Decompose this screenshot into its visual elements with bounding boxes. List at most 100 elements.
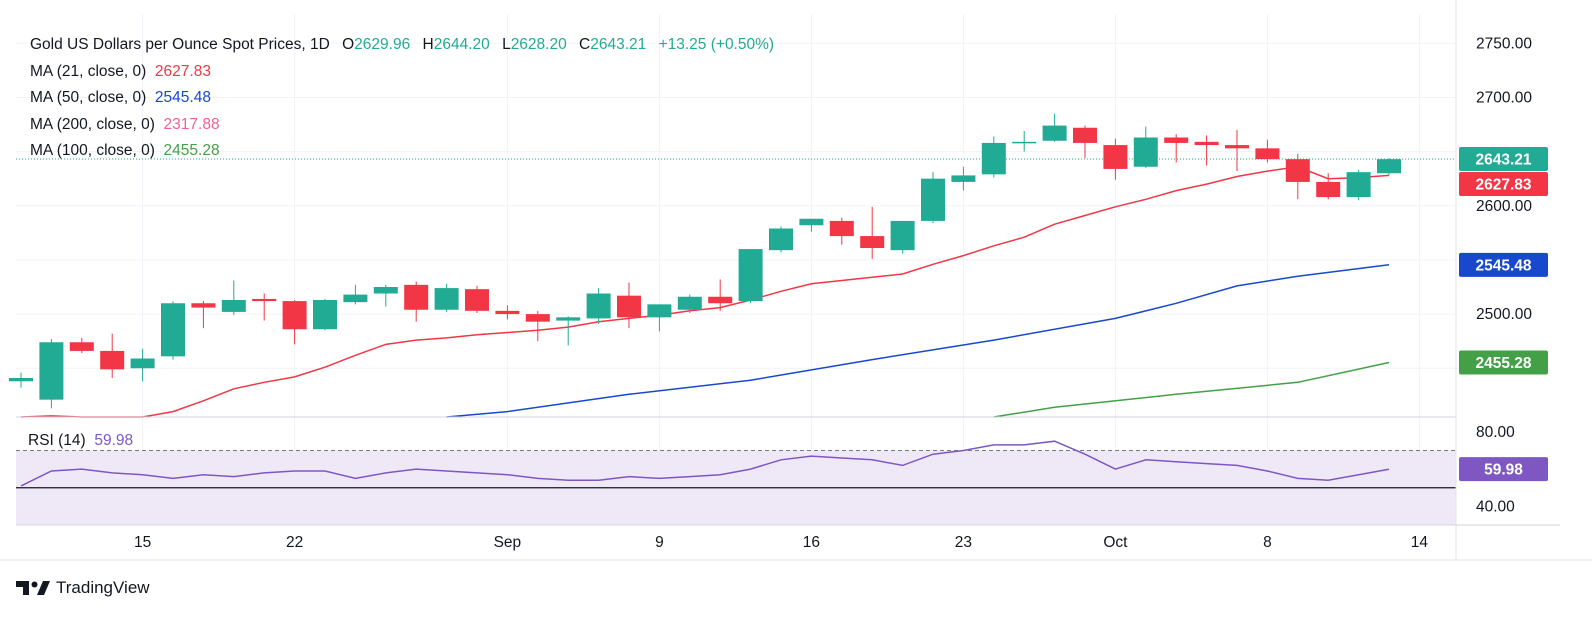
ma21-price-tag-text: 2627.83 (1475, 176, 1531, 193)
rsi-tick-label: 80.00 (1476, 424, 1515, 441)
ma100-value: 2455.28 (163, 142, 220, 159)
candle-body (465, 289, 489, 311)
ma100-price-tag: 2455.28 (1459, 350, 1548, 375)
candle (677, 294, 702, 313)
price-tick-label: 2500.00 (1476, 306, 1532, 323)
candle (1012, 131, 1037, 152)
candle (1194, 135, 1219, 166)
chart-title: Gold US Dollars per Ounce Spot Prices, 1… (30, 36, 330, 53)
close-price-tag: 2643.21 (1459, 146, 1548, 171)
x-tick-label: 16 (803, 534, 820, 551)
legend-ma21: MA (21, close, 0) 2627.83 (30, 59, 774, 86)
candle-body (647, 304, 672, 318)
candle-body (252, 298, 277, 302)
ma50-name: MA (50, close, 0) (30, 89, 147, 106)
candle (921, 172, 945, 224)
candle (252, 293, 277, 321)
ma50-price-tag-bg (1459, 252, 1548, 277)
candle-body (373, 287, 398, 294)
candle (890, 220, 915, 254)
candle-body (708, 296, 733, 304)
rsi-pane (16, 416, 1456, 526)
candle (495, 305, 520, 320)
ma21-line (20, 166, 1390, 418)
candle-body (1103, 145, 1128, 169)
candle (769, 226, 793, 253)
rsi-line (20, 440, 1390, 487)
open-value: 2629.96 (354, 36, 411, 53)
candle-body (343, 294, 368, 303)
open-label: O (342, 36, 355, 53)
ma100-price-tag-text: 2455.28 (1475, 355, 1531, 372)
candle (1285, 153, 1310, 200)
moving-averages (16, 158, 1456, 418)
legend-ma100: MA (100, close, 0) 2455.28 (30, 138, 774, 165)
candle (313, 298, 337, 331)
ma100-price-tag-bg (1459, 350, 1548, 375)
candle-body (191, 303, 216, 308)
x-tick-label: Sep (494, 534, 522, 551)
candle (404, 281, 429, 322)
candle-body (1316, 181, 1341, 198)
tradingview-brand: TradingView (56, 578, 150, 597)
ma200-name: MA (200, close, 0) (30, 115, 155, 133)
candle (738, 249, 763, 304)
candle-body (556, 317, 581, 321)
ma50-price-tag-text: 2545.48 (1475, 257, 1531, 274)
legend-ma50: MA (50, close, 0) 2545.48 (30, 85, 774, 112)
price-tick-label: 2750.00 (1476, 35, 1532, 52)
x-tick-label: 22 (286, 534, 303, 551)
candle-body (100, 350, 125, 370)
candle-body (617, 295, 641, 318)
candle (100, 333, 125, 378)
ma50-price-tag: 2545.48 (1459, 252, 1548, 277)
candle (1133, 126, 1158, 168)
candle-body (981, 142, 1006, 175)
high-label: H (422, 36, 434, 53)
candle-body (769, 228, 793, 251)
candle (130, 348, 155, 382)
rsi-value: 59.98 (94, 432, 134, 449)
candle-body (1346, 172, 1371, 198)
candle-body (921, 178, 945, 221)
chart-legend: Gold US Dollars per Ounce Spot Prices, 1… (30, 32, 774, 165)
candle (434, 283, 459, 312)
candle-body (1377, 159, 1401, 174)
candle (1073, 125, 1097, 159)
ma100-line (993, 361, 1390, 418)
candle (191, 301, 216, 329)
ma21-price-tag-bg (1459, 171, 1548, 196)
x-tick-label: 23 (955, 534, 972, 551)
candle (465, 285, 489, 313)
candle (617, 282, 641, 329)
candle (525, 310, 550, 342)
candle (221, 280, 246, 316)
candle (981, 136, 1006, 178)
candle (343, 284, 368, 305)
x-tick-label: 9 (655, 534, 664, 551)
candle-body (1042, 125, 1067, 141)
tradingview-logo-icon (16, 581, 50, 595)
candle (860, 206, 885, 259)
close-value: 2643.21 (590, 36, 647, 53)
candle-body (951, 175, 976, 182)
candle (829, 217, 854, 245)
candle-body (434, 288, 459, 310)
candle-body (495, 310, 520, 315)
candle (799, 218, 824, 232)
candle-body (525, 314, 550, 322)
candle-body (69, 342, 94, 351)
close-price-tag-bg (1459, 146, 1548, 171)
change-value: +13.25 (+0.50%) (658, 36, 775, 53)
candle (1042, 113, 1067, 142)
grid (16, 14, 1456, 525)
candle (373, 284, 398, 307)
candle (1103, 138, 1128, 180)
ma50-value: 2545.48 (154, 89, 211, 106)
candle (1346, 170, 1371, 201)
candle (1316, 173, 1341, 200)
price-tags: 2643.21 2627.83 2545.48 2455.28 59.98 (1459, 146, 1548, 482)
candle-body (1073, 127, 1097, 143)
candle-body (1133, 137, 1158, 167)
tradingview-footer[interactable]: TradingView (16, 578, 150, 598)
